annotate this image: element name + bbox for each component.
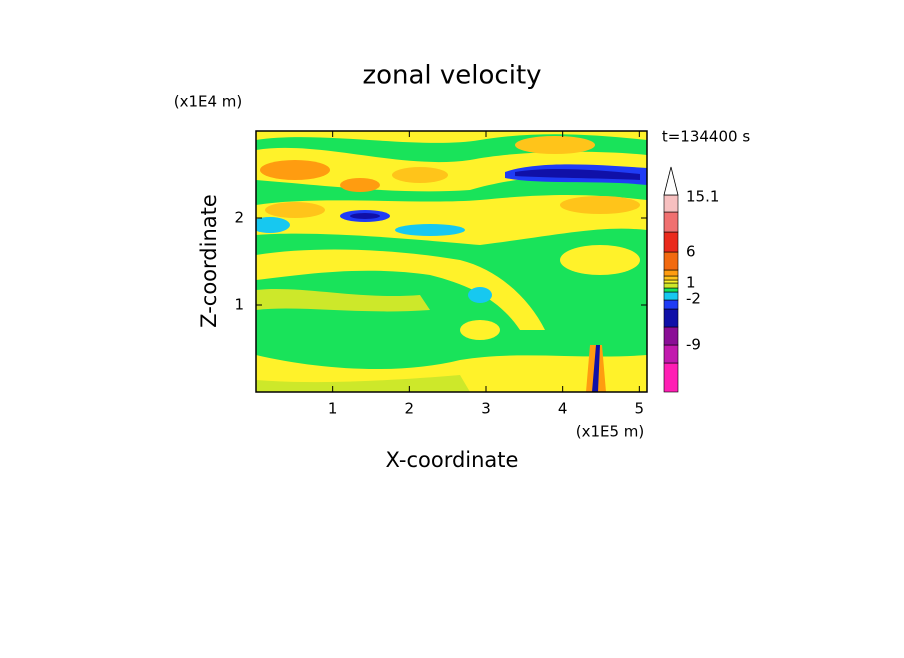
- colorbar-label: 6: [686, 243, 696, 261]
- colorbar-band: [663, 251, 679, 271]
- colorbar-band: [663, 326, 679, 346]
- colorbar-band: [663, 269, 679, 277]
- colorbar-band: [663, 211, 679, 233]
- colorbar-band: [663, 362, 679, 393]
- colorbar-label: -9: [686, 336, 701, 354]
- colorbar-label: 1: [686, 274, 696, 292]
- x-axis-title: X-coordinate: [386, 448, 519, 472]
- colorbar-band: [663, 275, 679, 281]
- colorbar-label: 15.1: [686, 188, 719, 206]
- colorbar-band: [663, 231, 679, 253]
- contour-field: [256, 131, 647, 392]
- plot-frame: [255, 130, 648, 393]
- colorbar-band: [663, 279, 679, 284]
- x-tick-label: 1: [328, 400, 338, 418]
- x-tick-label: 2: [405, 400, 415, 418]
- colorbar-band: [663, 299, 679, 310]
- colorbar-arrow: [663, 166, 679, 196]
- x-tick-label: 4: [558, 400, 568, 418]
- colorbar: 15.1 6 1-2 -9: [663, 166, 719, 393]
- colorbar-band: [663, 308, 679, 328]
- x-tick-label: 5: [635, 400, 645, 418]
- x-unit-label: (x1E5 m): [576, 423, 645, 441]
- colorbar-band: [663, 291, 679, 301]
- colorbar-label: -2: [686, 290, 701, 308]
- colorbar-band: [663, 282, 679, 289]
- time-annotation: t=134400 s: [662, 128, 750, 146]
- x-tick-label: 3: [481, 400, 491, 418]
- colorbar-band: [663, 344, 679, 364]
- y-axis-title: Z-coordinate: [197, 194, 221, 328]
- chart-title: zonal velocity: [362, 61, 541, 91]
- y-unit-label: (x1E4 m): [174, 93, 243, 111]
- y-tick-label: 2: [234, 209, 244, 227]
- y-tick-label: 1: [234, 296, 244, 314]
- axes: 1 2 3 4 5 1 2: [234, 131, 647, 418]
- colorbar-band: [663, 194, 679, 213]
- colorbar-band: [663, 287, 679, 293]
